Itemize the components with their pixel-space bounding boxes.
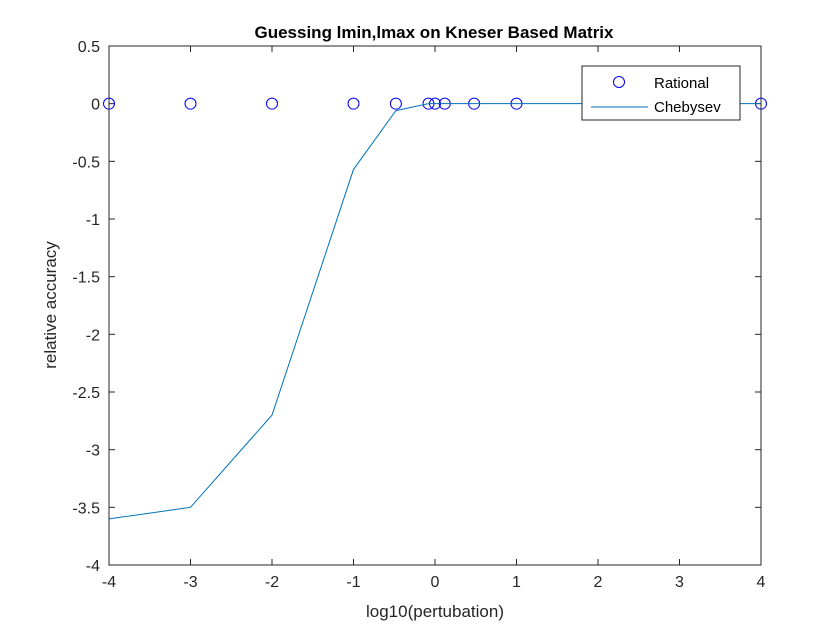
y-tick-label: -4 — [86, 558, 100, 575]
x-tick-label: -3 — [183, 574, 197, 591]
y-tick-label: 0 — [91, 97, 100, 114]
legend-rational-marker — [613, 76, 625, 88]
series-line-chebysev — [108, 103, 761, 520]
x-tick-label: 3 — [675, 574, 684, 591]
x-tick-label: -2 — [265, 574, 279, 591]
plot-area — [109, 46, 761, 565]
data-point-rational — [184, 97, 197, 110]
x-tick-label: 4 — [757, 574, 766, 591]
x-tick-label: -1 — [346, 574, 360, 591]
y-tick-label: -3 — [86, 443, 100, 460]
y-tick-label: -1.5 — [72, 270, 100, 287]
data-point-rational — [266, 97, 278, 110]
y-tick-label: 0.5 — [78, 39, 100, 56]
legend-rational-label: Rational — [654, 75, 709, 92]
x-tick-label: 1 — [512, 574, 521, 591]
ticks-layer: -4 -3 -2 -1 0 1 2 3 4 0.5 0 -0.5 -1 -1.5 -2 -2.5 -3 -3.5 -… — [72, 39, 765, 591]
y-tick-label: -3.5 — [72, 500, 100, 517]
data-point-rational — [389, 97, 402, 110]
y-tick-label: -2.5 — [72, 385, 100, 402]
plot-frame — [108, 45, 762, 566]
x-tick-label: 2 — [594, 574, 603, 591]
x-tick-label: -4 — [102, 574, 116, 591]
legend-box — [581, 65, 741, 121]
y-tick-label: -1 — [86, 212, 100, 229]
chart-title: Guessing lmin,lmax on Kneser Based Matri… — [254, 23, 614, 42]
x-axis-label: log10(pertubation) — [366, 602, 504, 621]
y-tick-label: -0.5 — [72, 154, 100, 171]
series-layer — [103, 97, 767, 520]
legend-chebysev-label: Chebysev — [654, 99, 721, 116]
y-axis-label: relative accuracy — [41, 241, 60, 369]
legend: Rational Chebysev — [581, 65, 741, 121]
data-point-rational — [347, 97, 360, 110]
y-tick-label: -2 — [86, 327, 100, 344]
x-tick-label: 0 — [431, 574, 440, 591]
